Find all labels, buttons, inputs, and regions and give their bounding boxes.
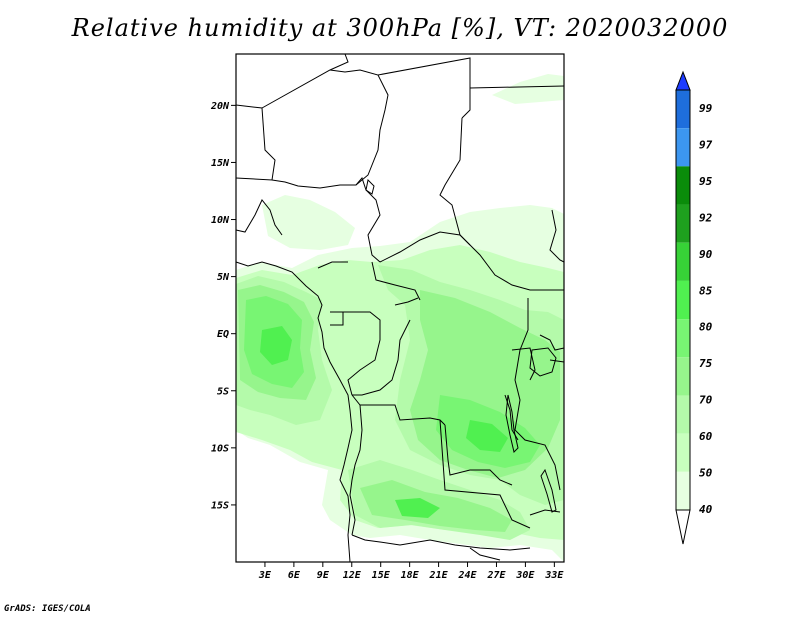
axis-ticks xyxy=(231,104,555,567)
lakes xyxy=(365,178,557,513)
lat-label: 15N xyxy=(211,158,230,169)
colorbar-level-label: 40 xyxy=(699,503,713,516)
colorbar-level-label: 95 xyxy=(699,175,713,188)
colorbar-level-label: 70 xyxy=(699,394,713,407)
colorbar-level-label: 97 xyxy=(699,138,713,151)
lake-victoria xyxy=(529,347,557,377)
lon-label: 33E xyxy=(544,570,564,581)
colorbar-level-label: 90 xyxy=(699,248,713,261)
colorbar-level-label: 50 xyxy=(699,467,713,480)
colorbar-frame xyxy=(675,89,691,511)
lat-label: 5S xyxy=(217,386,229,397)
colorbar-bin xyxy=(676,357,690,396)
colorbar-bin xyxy=(676,395,690,434)
colorbar-bin xyxy=(676,242,690,281)
lon-label: 3E xyxy=(258,570,272,581)
lon-label: 15E xyxy=(372,570,391,581)
rh-40-northeast-patch xyxy=(492,74,564,104)
colorbar-bottom-arrow xyxy=(675,509,691,545)
colorbar-bin xyxy=(676,90,690,129)
lon-label: 9E xyxy=(317,570,330,581)
colorbar-bin xyxy=(676,166,690,205)
chart-title: Relative humidity at 300hPa [%], VT: 202… xyxy=(71,14,729,42)
lon-label: 6E xyxy=(288,570,301,581)
lat-label: 10N xyxy=(211,215,230,226)
lon-label: 27E xyxy=(486,570,506,581)
colorbar-bin xyxy=(676,280,690,320)
lon-label: 18E xyxy=(401,570,420,581)
lat-label: 15S xyxy=(211,500,229,511)
lake-malawi xyxy=(540,468,557,513)
humidity-shading xyxy=(236,74,564,562)
latitude-labels: 20N 15N 10N 5N EQ 5S 10S 15S xyxy=(210,101,230,512)
colorbar-level-label: 80 xyxy=(699,321,713,334)
lat-label: EQ xyxy=(217,329,229,340)
rh-80-patch-b xyxy=(466,420,508,452)
lat-label: 20N xyxy=(210,101,230,112)
lon-label: 30E xyxy=(515,570,535,581)
lake-tanganyika xyxy=(505,394,519,453)
colorbar: 99 97 95 92 90 85 80 75 70 60 50 40 xyxy=(675,70,713,545)
country-boundaries xyxy=(235,53,565,561)
colorbar-level-label: 85 xyxy=(699,284,713,297)
rh-40-north-patch xyxy=(262,195,355,250)
lon-label: 24E xyxy=(457,570,477,581)
colorbar-level-label: 60 xyxy=(699,430,713,443)
colorbar-level-label: 99 xyxy=(699,102,713,115)
lon-label: 12E xyxy=(343,570,362,581)
map-frame xyxy=(235,53,565,563)
colorbar-level-label: 92 xyxy=(699,211,713,224)
colorbar-top-arrow xyxy=(675,70,691,91)
colorbar-bin xyxy=(676,319,690,358)
grads-credit: GrADS: IGES/COLA xyxy=(4,604,91,614)
lat-label: 10S xyxy=(211,443,229,454)
lon-label: 21E xyxy=(429,570,449,581)
colorbar-level-label: 75 xyxy=(699,357,713,370)
rh-80-patch-c xyxy=(395,498,440,518)
colorbar-bin xyxy=(676,433,690,472)
colorbar-bin xyxy=(676,128,690,167)
rh-80-patch-a xyxy=(260,326,292,365)
lake-chad xyxy=(365,178,375,195)
colorbar-bin xyxy=(676,471,690,510)
coastline xyxy=(235,261,353,563)
longitude-labels: 3E 6E 9E 12E 15E 18E 21E 24E 27E 30E 33E xyxy=(258,570,564,581)
colorbar-bin xyxy=(676,204,690,243)
lat-label: 5N xyxy=(217,272,230,283)
